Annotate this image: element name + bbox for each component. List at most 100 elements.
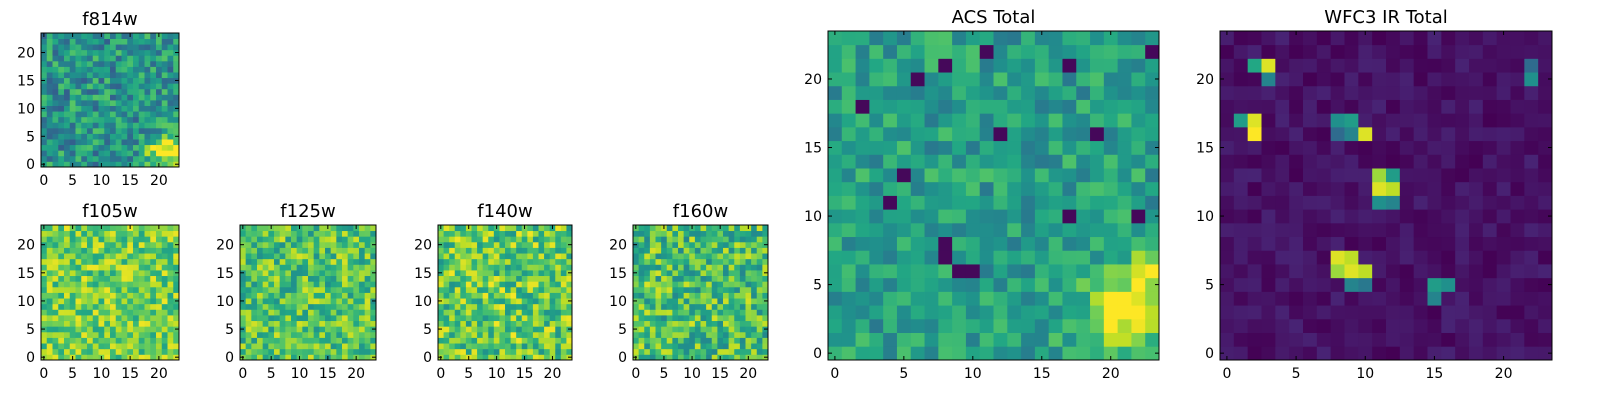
heatmap-cell — [1303, 209, 1318, 224]
heatmap-cell — [110, 241, 117, 248]
heatmap-cell — [745, 348, 752, 355]
heatmap-cell — [549, 253, 556, 260]
heatmap-cell — [161, 49, 168, 56]
heatmap-cell — [138, 55, 145, 62]
heatmap-cell — [544, 303, 551, 310]
heatmap-cell — [167, 337, 174, 344]
heatmap-cell — [762, 348, 769, 355]
heatmap-cell — [268, 236, 275, 243]
heatmap-cell — [728, 331, 735, 338]
heatmap-cell — [924, 99, 939, 114]
heatmap-cell — [75, 155, 82, 162]
heatmap-cell — [268, 326, 275, 333]
heatmap-cell — [52, 326, 59, 333]
heatmap-cell — [330, 270, 337, 277]
heatmap-cell — [711, 354, 718, 361]
heatmap-cell — [173, 55, 180, 62]
heatmap-cell — [127, 44, 134, 51]
heatmap-cell — [482, 275, 489, 282]
heatmap-cell — [274, 275, 281, 282]
heatmap-cell — [683, 241, 690, 248]
heatmap-cell — [993, 99, 1008, 114]
heatmap-cell — [46, 133, 53, 140]
heatmap-cell — [883, 58, 898, 73]
heatmap-cell — [869, 126, 884, 142]
heatmap-cell — [734, 303, 741, 310]
heatmap-cell — [81, 348, 88, 355]
heatmap-cell — [454, 247, 461, 254]
heatmap-cell — [672, 270, 679, 277]
heatmap-cell — [347, 320, 354, 327]
heatmap-cell — [1358, 250, 1373, 265]
heatmap-cell — [279, 258, 286, 265]
heatmap-cell — [46, 150, 53, 157]
heatmap-cell — [144, 116, 151, 123]
heatmap-cell — [527, 281, 534, 288]
heatmap-cell — [1303, 277, 1318, 292]
heatmap-cell — [127, 150, 134, 157]
heatmap-cell — [64, 253, 71, 260]
heatmap-cell — [81, 127, 88, 134]
heatmap-cell — [156, 253, 163, 260]
heatmap-cell — [1233, 264, 1249, 279]
heatmap-cell — [521, 303, 528, 310]
heatmap-cell — [544, 236, 551, 243]
heatmap-cell — [342, 225, 349, 232]
heatmap-cell — [1076, 44, 1091, 59]
heatmap-cell — [133, 236, 140, 243]
heatmap-cell — [69, 55, 76, 62]
x-tick-label: 15 — [1033, 366, 1051, 382]
heatmap-cell — [1316, 332, 1332, 347]
heatmap-cell — [689, 253, 696, 260]
heatmap-cell — [1538, 154, 1553, 169]
heatmap-cell — [138, 88, 145, 95]
heatmap-cell — [952, 236, 967, 251]
heatmap-cell — [75, 309, 82, 316]
heatmap-cell — [644, 258, 651, 265]
heatmap-cell — [1482, 181, 1498, 196]
heatmap-cell — [460, 225, 467, 232]
heatmap-cell — [364, 241, 371, 248]
heatmap-cell — [291, 320, 298, 327]
heatmap-cell — [104, 343, 111, 350]
heatmap-cell — [499, 253, 506, 260]
heatmap-cell — [75, 247, 82, 254]
heatmap-cell — [910, 99, 925, 114]
heatmap-cell — [313, 343, 320, 350]
heatmap-cell — [370, 348, 377, 355]
heatmap-cell — [689, 230, 696, 237]
heatmap-cell — [81, 38, 88, 45]
heatmap-cell — [144, 258, 151, 265]
heatmap-cell — [87, 331, 94, 338]
heatmap-cell — [1220, 181, 1235, 196]
heatmap-cell — [342, 348, 349, 355]
x-tick-label: 5 — [68, 173, 77, 189]
heatmap-cell — [493, 230, 500, 237]
heatmap-cell — [477, 253, 484, 260]
heatmap-cell — [655, 281, 662, 288]
heatmap-cell — [1220, 236, 1235, 251]
heatmap-cell — [92, 247, 99, 254]
heatmap-cell — [993, 209, 1008, 224]
heatmap-cell — [443, 315, 450, 322]
heatmap-cell — [138, 354, 145, 361]
heatmap-cell — [465, 331, 472, 338]
heatmap-cell — [751, 292, 758, 299]
heatmap-cell — [1316, 31, 1332, 46]
heatmap-cell — [938, 250, 953, 265]
heatmap-cell — [1386, 318, 1401, 333]
heatmap-cell — [510, 225, 517, 232]
heatmap-cell — [706, 326, 713, 333]
heatmap-cell — [471, 270, 478, 277]
heatmap-cell — [1103, 236, 1119, 251]
heatmap-cell — [1131, 44, 1146, 59]
heatmap-cell — [1427, 154, 1442, 169]
heatmap-cell — [173, 275, 180, 282]
heatmap-cell — [161, 155, 168, 162]
heatmap-cell — [353, 230, 360, 237]
heatmap-cell — [64, 66, 71, 73]
heatmap-cell — [285, 309, 292, 316]
heatmap-cell — [734, 343, 741, 350]
heatmap-cell — [723, 275, 730, 282]
